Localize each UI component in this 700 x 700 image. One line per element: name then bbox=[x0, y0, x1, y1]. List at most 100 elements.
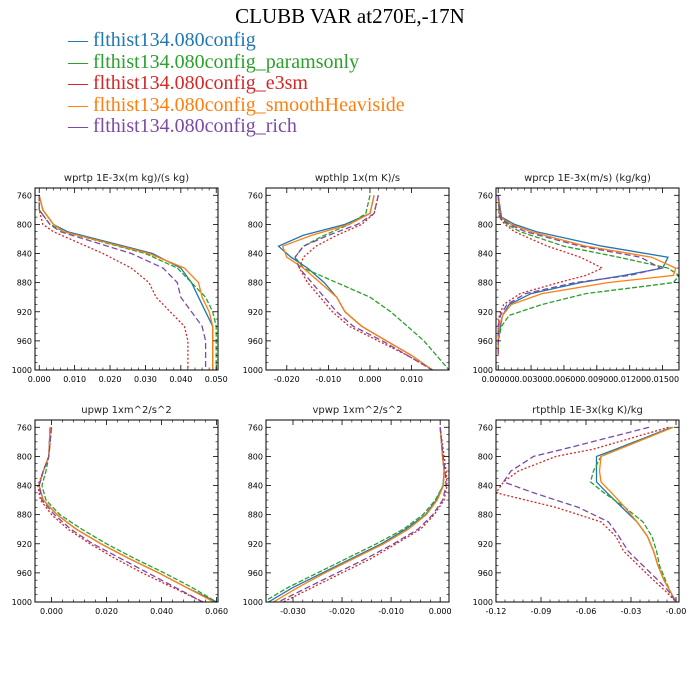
series-line bbox=[273, 427, 445, 602]
y-tick-label: 840 bbox=[478, 482, 493, 491]
series-line bbox=[37, 427, 204, 602]
series-line bbox=[497, 195, 669, 356]
x-tick-label: 0.000 bbox=[28, 375, 51, 384]
series-line bbox=[38, 427, 215, 602]
legend-entry: — flthist134.080config bbox=[68, 29, 405, 52]
y-tick-label: 960 bbox=[478, 337, 493, 346]
panel-title: wprcp 1E-3x(m/s) (kg/kg) bbox=[524, 173, 651, 184]
chart-panel: vpwp 1xm^2/s^2 -0.030 -0.020 -0.010 0.000 760… bbox=[243, 405, 452, 616]
panel-title: vpwp 1xm^2/s^2 bbox=[312, 405, 402, 416]
y-tick-label: 1000 bbox=[473, 366, 493, 375]
legend-label: flthist134.080config_smoothHeaviside bbox=[93, 93, 405, 116]
x-tick-label: -0.00 bbox=[666, 607, 687, 616]
y-tick-label: 840 bbox=[248, 482, 263, 491]
series-line bbox=[294, 195, 433, 370]
y-tick-label: 840 bbox=[248, 250, 263, 259]
y-tick-label: 920 bbox=[17, 540, 32, 549]
legend-entry: — flthist134.080config_smoothHeaviside bbox=[68, 93, 405, 117]
y-tick-label: 760 bbox=[478, 191, 493, 200]
series-line bbox=[497, 195, 679, 356]
series-line bbox=[278, 427, 447, 602]
plot-frame bbox=[34, 419, 219, 603]
series-line bbox=[598, 426, 677, 602]
y-tick-label: 880 bbox=[478, 511, 493, 520]
x-tick-label: 0.000 bbox=[40, 607, 63, 616]
y-tick-label: 960 bbox=[248, 569, 263, 578]
x-tick-label: -0.010 bbox=[378, 607, 404, 616]
y-tick-label: 880 bbox=[478, 279, 493, 288]
series-group bbox=[37, 427, 217, 602]
y-tick-label: 960 bbox=[17, 337, 32, 346]
x-tick-label: -0.09 bbox=[531, 607, 552, 616]
legend-label: flthist134.080config_rich bbox=[93, 115, 297, 137]
x-tick-label: 0.020 bbox=[99, 375, 122, 384]
y-tick-label: 920 bbox=[17, 308, 32, 317]
chart-panel: wprcp 1E-3x(m/s) (kg/kg)0.00000 0.00300 0.… bbox=[473, 173, 680, 384]
x-tick-label: 0.00300 bbox=[515, 375, 548, 384]
y-tick-label: 920 bbox=[248, 540, 263, 549]
plot-frame bbox=[495, 419, 680, 603]
series-group bbox=[266, 427, 448, 602]
x-tick-label: 0.00000 bbox=[482, 375, 515, 384]
series-line bbox=[282, 427, 448, 602]
x-tick-label: 0.01200 bbox=[613, 375, 646, 384]
series-line bbox=[497, 195, 663, 356]
y-tick-label: 840 bbox=[17, 482, 32, 491]
y-tick-label: 880 bbox=[248, 511, 263, 520]
series-line bbox=[268, 427, 445, 602]
x-tick-label: -0.06 bbox=[576, 607, 597, 616]
y-tick-label: 760 bbox=[478, 423, 493, 432]
y-tick-label: 1000 bbox=[12, 598, 32, 607]
series-line bbox=[38, 427, 204, 602]
x-tick-label: 0.060 bbox=[205, 607, 228, 616]
series-group bbox=[277, 195, 449, 370]
series-line bbox=[497, 195, 677, 356]
x-tick-label: -0.12 bbox=[486, 607, 507, 616]
panel-title: upwp 1xm^2/s^2 bbox=[81, 405, 171, 416]
x-tick-label: -0.020 bbox=[274, 375, 300, 384]
legend-label: flthist134.080config_paramsonly bbox=[93, 50, 360, 73]
legend-entry: — flthist134.080config_rich bbox=[68, 115, 405, 138]
panel-title: rtpthlp 1E-3x(kg K)/kg bbox=[532, 405, 643, 416]
x-tick-label: -0.010 bbox=[315, 375, 341, 384]
y-tick-label: 960 bbox=[17, 569, 32, 578]
y-tick-label: 880 bbox=[17, 511, 32, 520]
series-line bbox=[38, 195, 214, 370]
y-tick-label: 760 bbox=[17, 191, 32, 200]
x-tick-label: 0.040 bbox=[150, 607, 173, 616]
y-tick-label: 880 bbox=[17, 279, 32, 288]
plot-frame bbox=[34, 187, 219, 371]
plot-frame bbox=[495, 187, 680, 371]
y-tick-label: 1000 bbox=[243, 598, 263, 607]
x-tick-label: 0.00600 bbox=[547, 375, 580, 384]
x-tick-label: 0.010 bbox=[63, 375, 86, 384]
y-tick-label: 840 bbox=[17, 250, 32, 259]
x-tick-label: 0.000 bbox=[429, 607, 452, 616]
series-line bbox=[496, 426, 677, 602]
y-tick-label: 800 bbox=[478, 220, 493, 229]
series-line bbox=[294, 195, 449, 370]
series-line bbox=[266, 427, 445, 602]
y-tick-label: 760 bbox=[248, 423, 263, 432]
x-tick-label: 0.01500 bbox=[646, 375, 679, 384]
legend-entry: — flthist134.080config_paramsonly bbox=[68, 50, 405, 74]
plot-frame bbox=[265, 419, 450, 603]
series-line bbox=[281, 195, 433, 370]
legend-label: flthist134.080config bbox=[93, 29, 256, 51]
legend-entry: — flthist134.080config_e3sm bbox=[68, 72, 405, 95]
y-tick-label: 800 bbox=[17, 220, 32, 229]
chart-panel: wpthlp 1x(m K)/s -0.020 -0.010 0.000 0.010 76… bbox=[243, 173, 450, 384]
y-tick-label: 800 bbox=[17, 452, 32, 461]
y-tick-label: 1000 bbox=[473, 598, 493, 607]
y-tick-label: 920 bbox=[248, 308, 263, 317]
series-line bbox=[497, 195, 604, 356]
series-line bbox=[38, 195, 207, 370]
chart-panel: upwp 1xm^2/s^2 0.000 0.020 0.040 0.060 760 800… bbox=[12, 405, 228, 616]
y-tick-label: 920 bbox=[478, 540, 493, 549]
plot-frame bbox=[265, 187, 450, 371]
x-tick-label: 0.050 bbox=[205, 375, 228, 384]
y-tick-label: 800 bbox=[248, 452, 263, 461]
series-line bbox=[38, 195, 217, 370]
series-line bbox=[589, 426, 677, 602]
